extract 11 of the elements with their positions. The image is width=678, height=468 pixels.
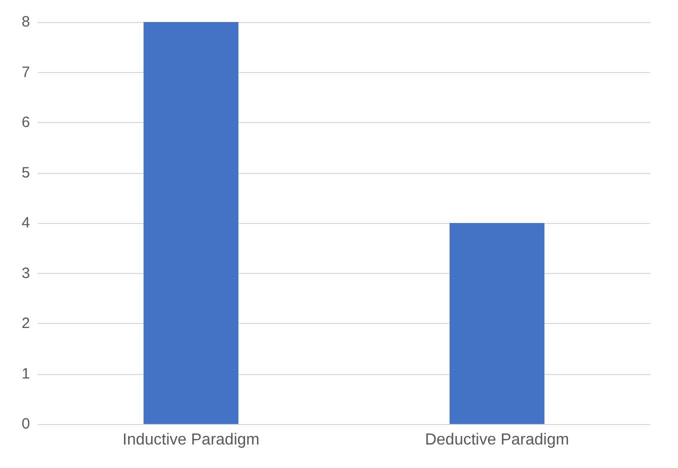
y-tick-label: 4: [22, 214, 30, 232]
x-tick-label: Deductive Paradigm: [424, 432, 570, 448]
y-tick-label: 6: [22, 114, 30, 131]
x-tick-label: Inductive Paradigm: [122, 432, 260, 448]
y-tick-label: 5: [22, 164, 30, 182]
y-tick-label: 8: [22, 14, 30, 30]
y-tick-label: 0: [22, 416, 30, 432]
y-tick-label: 7: [22, 64, 30, 81]
y-tick-label: 3: [22, 264, 30, 282]
y-tick-label: 1: [22, 365, 30, 382]
y-tick-label: 2: [22, 315, 30, 332]
